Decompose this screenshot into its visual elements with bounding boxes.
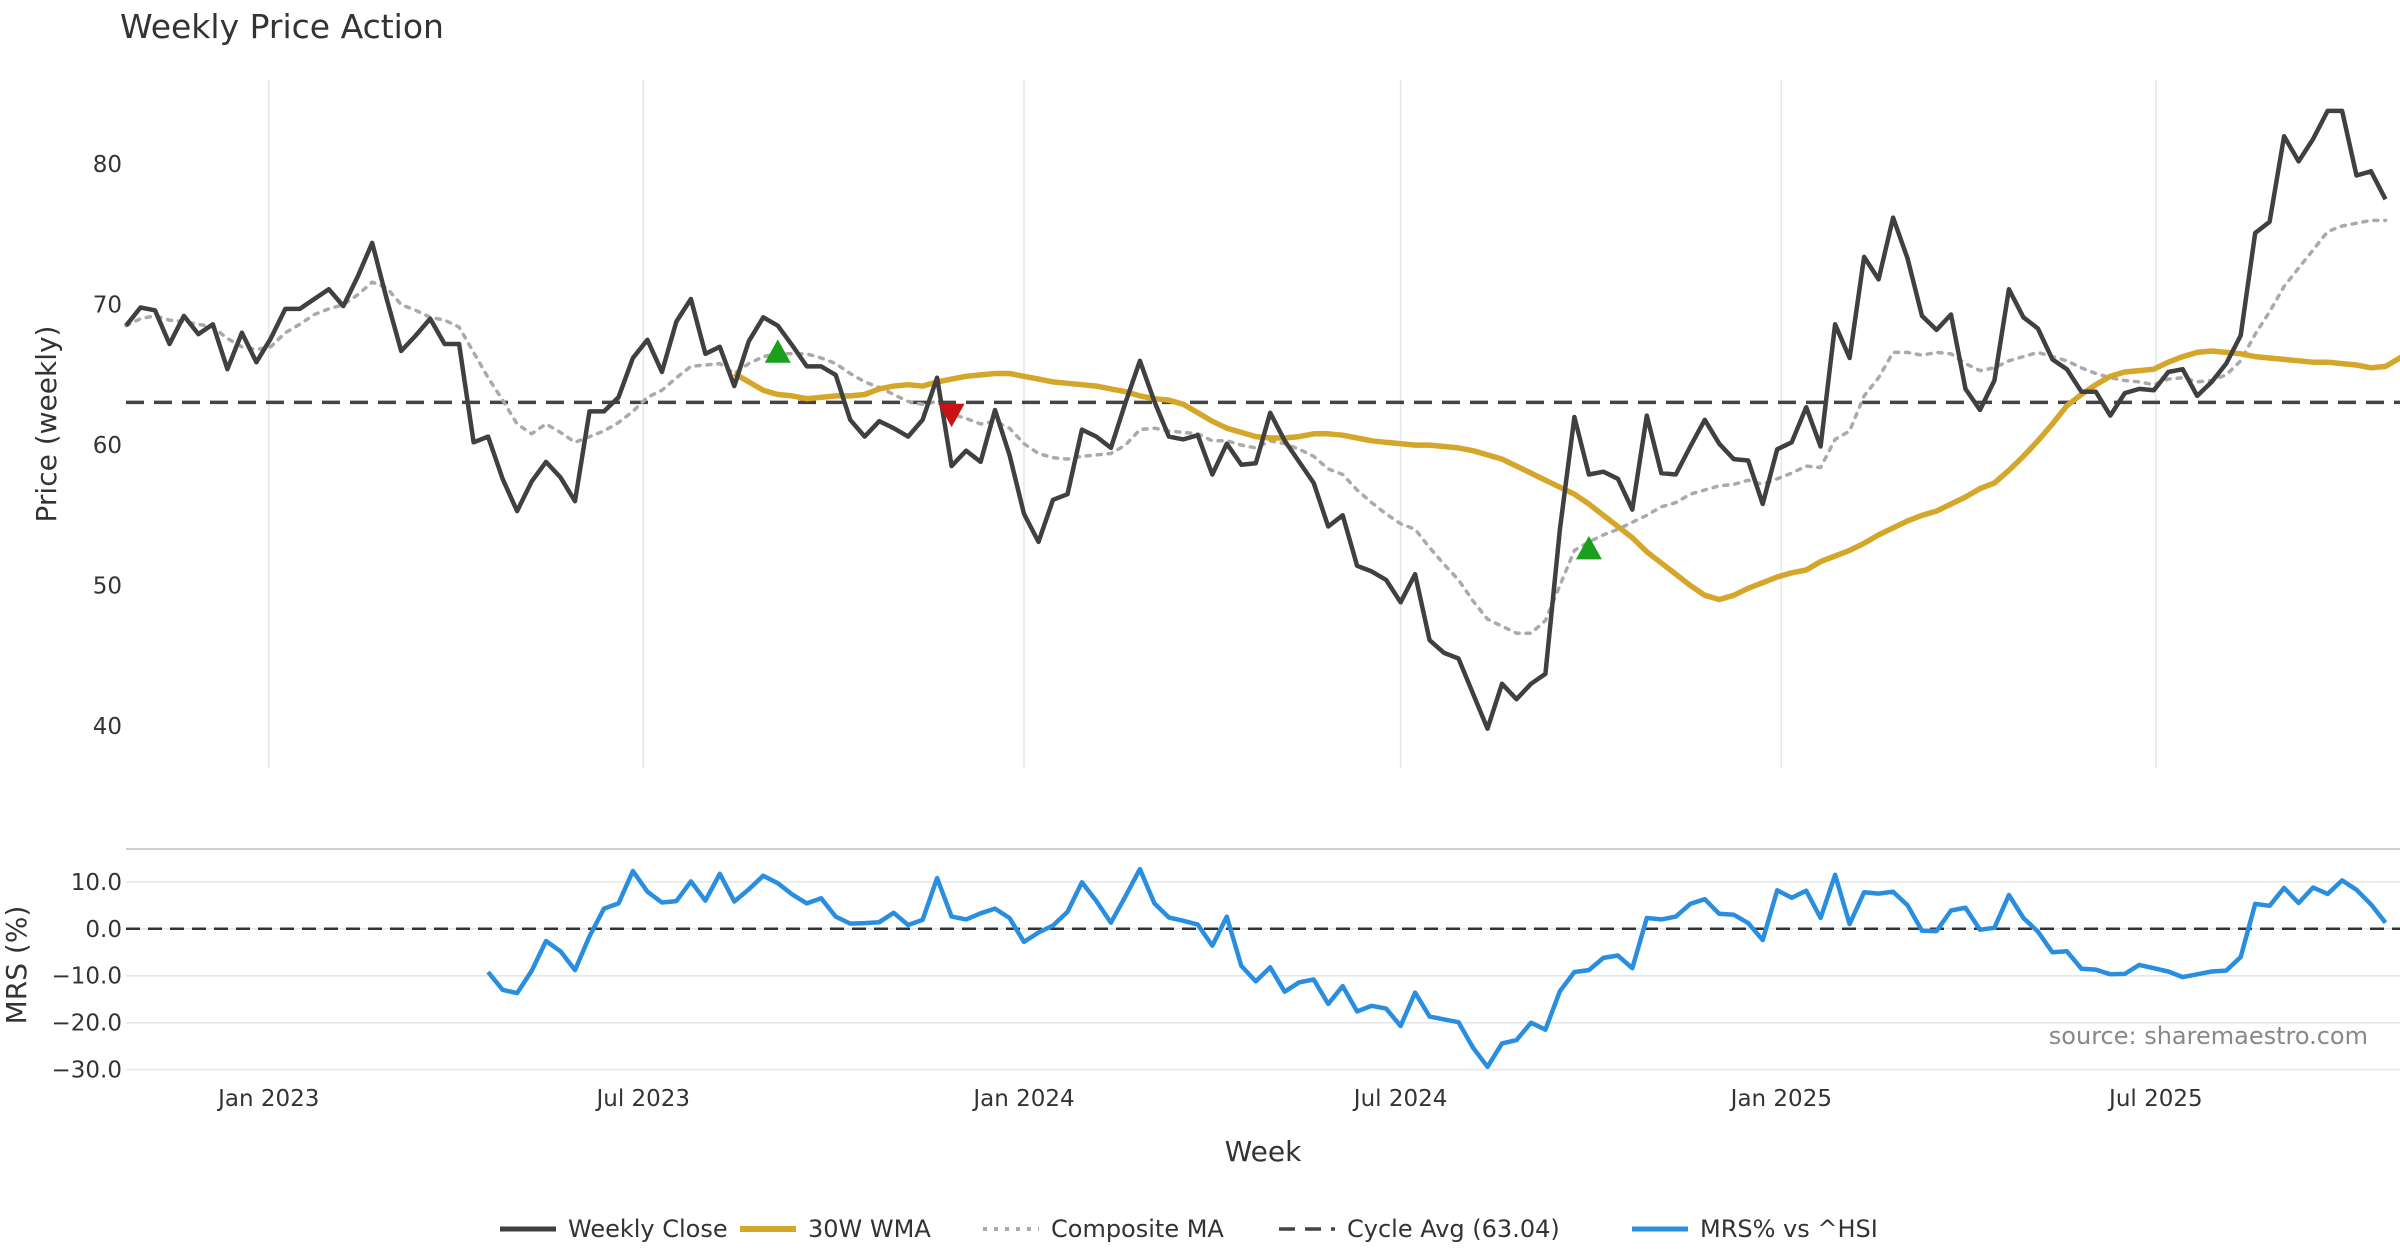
mrs-panel-series: [126, 866, 2400, 1070]
x-tick-label: Jan 2023: [216, 1086, 319, 1112]
mrs-y-tick-labels: 10.0 0.0 −10.0 −20.0 −30.0: [52, 870, 122, 1084]
mrs-y-tick-label: 0.0: [85, 917, 122, 943]
mrs-y-tick-label: −10.0: [52, 964, 122, 990]
legend-label-weekly-close: Weekly Close: [568, 1215, 728, 1243]
legend-label-cycle-avg-63-04: Cycle Avg (63.04): [1347, 1215, 1560, 1243]
legend-label-composite-ma: Composite MA: [1051, 1215, 1224, 1243]
wma-30w-line: [732, 348, 2400, 603]
x-tick-label: Jan 2025: [1729, 1086, 1832, 1112]
chart-title: Weekly Price Action: [120, 7, 444, 46]
composite-ma-line: [124, 218, 2388, 635]
price-y-tick-label: 50: [93, 573, 122, 599]
price-y-tick-label: 70: [93, 293, 122, 319]
mrs-y-axis-label: MRS (%): [0, 906, 33, 1025]
signal-markers: [764, 339, 1602, 560]
price-panel-gridlines: [268, 80, 2157, 768]
price-panel-series: [124, 108, 2400, 731]
source-label: source: sharemaestro.com: [2049, 1022, 2368, 1050]
mrs-line: [486, 866, 2388, 1070]
mrs-y-tick-label: −30.0: [52, 1058, 122, 1084]
price-y-tick-label: 40: [93, 714, 122, 740]
x-tick-label: Jul 2024: [1352, 1086, 1448, 1112]
price-y-tick-labels: 40 50 60 70 80: [93, 152, 122, 740]
weekly-close-line: [124, 108, 2388, 731]
sell-signal: [938, 403, 965, 428]
price-y-axis-label: Price (weekly): [30, 326, 63, 523]
x-tick-label: Jan 2024: [971, 1086, 1074, 1112]
mrs-y-tick-label: 10.0: [71, 870, 122, 896]
x-axis-label: Week: [1225, 1135, 1302, 1168]
price-y-tick-label: 80: [93, 152, 122, 178]
price-y-tick-label: 60: [93, 433, 122, 459]
legend-label-mrs-vs-hsi: MRS% vs ^HSI: [1700, 1215, 1878, 1243]
buy-signal: [1575, 535, 1602, 560]
legend-label-30w-wma: 30W WMA: [808, 1215, 931, 1243]
mrs-y-tick-label: −20.0: [52, 1011, 122, 1037]
buy-signal: [764, 339, 791, 363]
x-tick-label: Jul 2023: [594, 1086, 690, 1112]
x-tick-labels: Jan 2023 Jul 2023 Jan 2024 Jul 2024 Jan 2025…: [216, 1086, 2203, 1112]
x-tick-label: Jul 2025: [2107, 1086, 2203, 1112]
legend: Weekly Close 30W WMA Composite MA Cycle Avg…: [500, 1215, 1878, 1243]
